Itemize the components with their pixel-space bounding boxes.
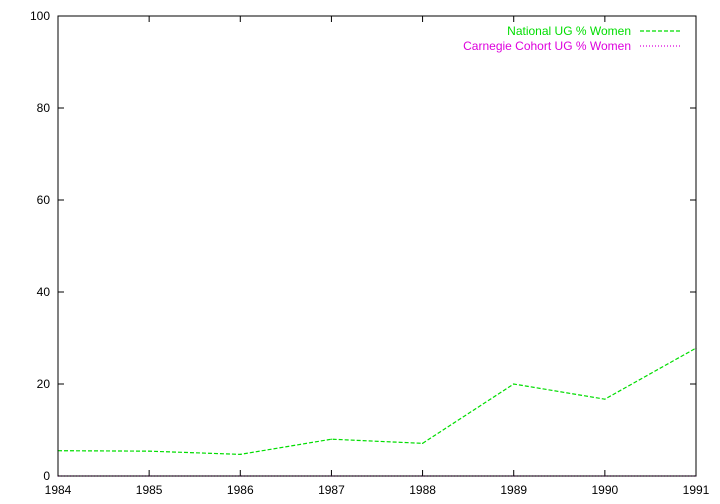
data-point [513,383,515,385]
x-tick-label: 1985 [136,483,163,497]
data-point [148,450,150,452]
x-tick-label: 1986 [227,483,254,497]
data-point [421,442,424,444]
series-layer [57,347,697,477]
y-tick-label: 80 [37,101,51,115]
x-tick-label: 1984 [45,483,72,497]
ticks-layer: 0 20 40 60 80 100 1984 1985 1986 1987 1988 1989 1990… [30,9,710,497]
x-tick-label: 1987 [318,483,345,497]
legend-label: National UG % Women [507,24,631,38]
y-tick-label: 0 [43,469,50,483]
y-tick-label: 60 [37,193,51,207]
data-point [330,438,333,440]
data-point [239,453,241,455]
plot-frame [57,15,697,477]
x-tick-label: 1989 [500,483,527,497]
x-tick-label: 1990 [592,483,619,497]
series-line-1 [57,347,697,455]
data-point [604,398,606,400]
x-tick-label: 1988 [409,483,436,497]
y-tick-label: 40 [37,285,51,299]
y-tick-label: 20 [37,377,51,391]
y-tick-label: 100 [30,9,50,23]
legend-label: Carnegie Cohort UG % Women [463,39,631,53]
x-tick-label: 1991 [683,483,710,497]
